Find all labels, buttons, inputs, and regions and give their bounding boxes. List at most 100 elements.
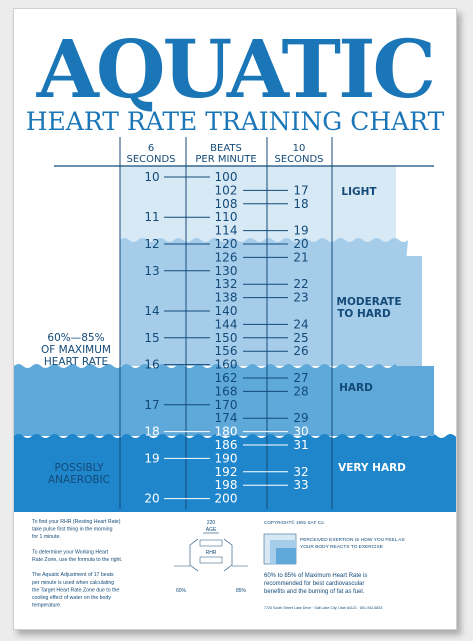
- footer-instruction-line: per minute is used when calculating: [32, 580, 114, 586]
- zone-label-hard: HARD: [339, 382, 373, 394]
- six-second-value: 18: [144, 425, 159, 439]
- footer-instruction-line: The Aquatic Adjustment of 17 beats: [32, 572, 114, 578]
- bpm-value: 108: [215, 197, 238, 211]
- bpm-value: 160: [215, 358, 238, 372]
- bpm-value: 174: [215, 411, 238, 425]
- recommendation-line: 60% to 85% of Maximum Heart Rate is: [264, 573, 367, 579]
- title-main: AQUATIC: [36, 22, 433, 116]
- footer-instruction-line: temperature.: [32, 603, 61, 609]
- bpm-value: 144: [215, 317, 238, 331]
- six-second-value: 15: [144, 331, 159, 345]
- header-ten-line2: SECONDS: [274, 154, 323, 165]
- recommendation-line: recommended for best cardiovascular: [264, 581, 364, 587]
- title-subtitle: HEART RATE TRAINING CHART: [26, 107, 445, 136]
- header-bpm-line2: PER MINUTE: [195, 154, 256, 165]
- mini-zone-icon-deep: [276, 548, 296, 564]
- bpm-value: 126: [215, 250, 238, 264]
- footer-notes: COPYRIGHT© 1991 SAF Co. PERCEIVED EXERTI…: [263, 519, 405, 610]
- training-chart: AQUATIC HEART RATE TRAINING CHART 6 SECO…: [14, 22, 456, 610]
- zone-moderate-band: [120, 238, 408, 366]
- light-zone-step: [396, 256, 422, 366]
- footer-instruction-line: To determine your Working Heart: [32, 549, 109, 555]
- bpm-value: 190: [215, 451, 238, 465]
- formula-85: 85%: [236, 588, 247, 594]
- ten-second-value: 33: [293, 478, 308, 492]
- zone-label-very-hard: VERY HARD: [338, 462, 406, 474]
- bpm-value: 138: [215, 291, 238, 305]
- zone-label-light: LIGHT: [341, 186, 377, 198]
- formula-diagram: 220 AGE RHR 60% 85%: [174, 520, 248, 594]
- ten-second-value: 21: [293, 250, 308, 264]
- perceived-exertion-line: PERCEIVED EXERTION IS HOW YOU FEEL AS: [300, 537, 405, 543]
- copyright: COPYRIGHT© 1991 SAF Co.: [264, 519, 325, 525]
- ten-second-value: 23: [293, 291, 308, 305]
- footer-instruction-line: take pulse first thing in the morning: [32, 527, 113, 533]
- footer-instruction-line: cooling effect of water on the body: [32, 595, 111, 601]
- zone-very-hard-band: [14, 434, 456, 512]
- column-headers: 6 SECONDS BEATS PER MINUTE 10 SECONDS: [126, 143, 323, 165]
- ten-second-value: 22: [293, 277, 308, 291]
- bpm-value: 186: [215, 438, 238, 452]
- anaerobic-line1: POSSIBLY: [54, 462, 104, 474]
- six-second-value: 11: [144, 210, 159, 224]
- zone-hard-band: [14, 364, 410, 436]
- ten-second-value: 31: [293, 438, 308, 452]
- six-second-value: 17: [144, 398, 159, 412]
- six-second-value: 12: [144, 237, 159, 251]
- zone-labels: LIGHT MODERATE TO HARD HARD VERY HARD: [337, 186, 407, 474]
- footer-instruction-line: Rate Zone, use the formula to the right.: [32, 557, 122, 563]
- footer-instruction-line: To find your RHR (Resting Heart Rate): [32, 519, 121, 525]
- header-six-line2: SECONDS: [126, 154, 175, 165]
- header-ten-line1: 10: [293, 143, 306, 154]
- ten-second-value: 20: [293, 237, 308, 251]
- bpm-value: 102: [215, 183, 238, 197]
- header-six-line1: 6: [148, 143, 154, 154]
- formula-rhr: RHR: [206, 550, 217, 556]
- six-second-value: 19: [144, 451, 159, 465]
- formula-box-1: [199, 539, 223, 547]
- six-second-value: 10: [144, 170, 159, 184]
- perceived-exertion-line: YOUR BODY REACTS TO EXERCISE: [300, 544, 383, 550]
- bpm-value: 170: [215, 398, 238, 412]
- zone-label-moderate-line2: TO HARD: [337, 308, 391, 320]
- ten-second-value: 17: [293, 183, 308, 197]
- bpm-value: 132: [215, 277, 238, 291]
- six-second-value: 14: [144, 304, 159, 318]
- bpm-value: 198: [215, 478, 238, 492]
- ten-second-value: 32: [293, 465, 308, 479]
- ten-second-value: 19: [293, 224, 308, 238]
- address-line: 7725 South Street Lake Drive · Salt Lake…: [264, 606, 382, 610]
- ten-second-value: 25: [293, 331, 308, 345]
- bpm-value: 130: [215, 264, 238, 278]
- bpm-value: 200: [215, 492, 238, 506]
- ten-second-value: 24: [293, 317, 308, 331]
- max-hr-line1: 60%—85%: [47, 332, 104, 344]
- ten-second-value: 29: [293, 411, 308, 425]
- bpm-value: 110: [215, 210, 238, 224]
- bpm-value: 150: [215, 331, 238, 345]
- footer-instruction-line: the Target Heart Rate Zone due to the: [32, 587, 119, 593]
- zone-label-moderate-line1: MODERATE: [337, 296, 402, 308]
- heart-rate-table: 1001021081101141201261301321381401441501…: [144, 170, 308, 506]
- ten-second-value: 30: [293, 425, 308, 439]
- formula-box-2: [199, 556, 223, 564]
- footer-instruction-line: for 1 minute.: [32, 534, 61, 540]
- header-bpm-line1: BEATS: [210, 143, 242, 154]
- column-dividers: [119, 137, 333, 509]
- six-second-value: 13: [144, 264, 159, 278]
- ten-second-value: 27: [293, 371, 308, 385]
- anaerobic-line2: ANAEROBIC: [48, 474, 110, 486]
- formula-60: 60%: [176, 588, 187, 594]
- side-labels: 60%—85% OF MAXIMUM HEART RATE POSSIBLY A…: [41, 332, 111, 486]
- bpm-value: 100: [215, 170, 238, 184]
- max-hr-line3: HEART RATE: [44, 356, 108, 368]
- six-second-value: 20: [144, 492, 159, 506]
- footer-instructions: To find your RHR (Resting Heart Rate) tak…: [32, 519, 122, 609]
- six-second-value: 16: [144, 358, 159, 372]
- bpm-value: 180: [215, 425, 238, 439]
- ten-second-value: 26: [293, 344, 308, 358]
- bpm-value: 192: [215, 465, 238, 479]
- max-hr-line2: OF MAXIMUM: [41, 344, 111, 356]
- recommendation-line: benefits and the burning of fat as fuel.: [264, 589, 365, 595]
- ten-second-value: 28: [293, 384, 308, 398]
